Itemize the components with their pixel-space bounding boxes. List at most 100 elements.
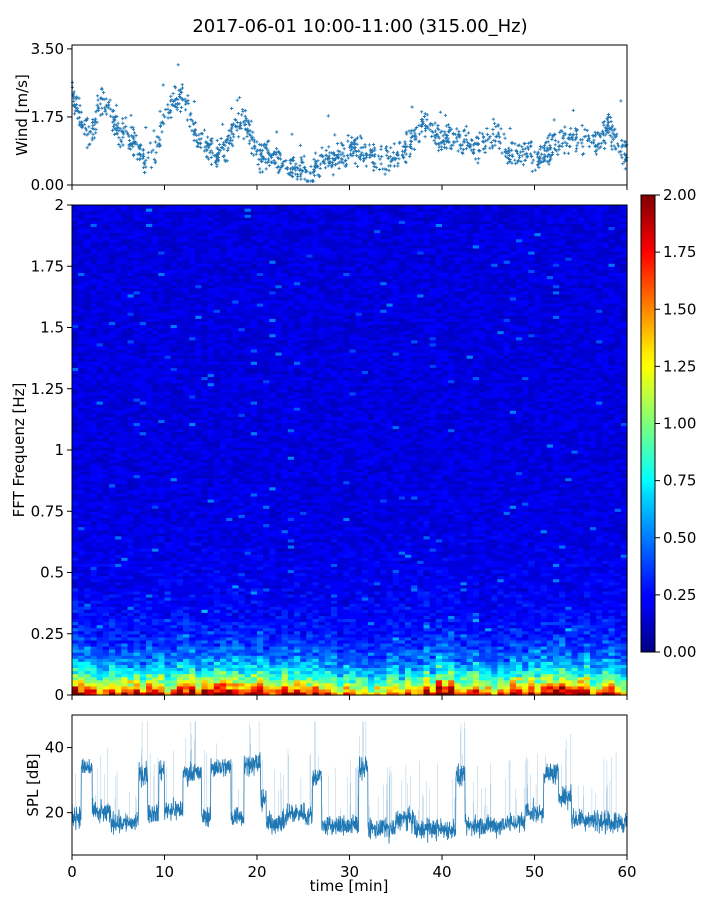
wind-point [269, 161, 273, 165]
wind-point [484, 144, 488, 148]
wind-point [521, 163, 525, 167]
wind-point [299, 156, 303, 160]
wind-point [166, 116, 170, 120]
wind-point [520, 154, 524, 158]
wind-point [107, 106, 111, 110]
wind-point [314, 151, 318, 155]
wind-point [110, 128, 115, 132]
wind-point [580, 141, 584, 145]
wind-point [431, 123, 435, 127]
wind-point [164, 107, 168, 112]
wind-point [290, 132, 294, 136]
wind-point [144, 125, 148, 130]
spectrogram-cell [115, 205, 122, 209]
wind-point [465, 143, 469, 147]
wind-point [158, 138, 162, 142]
wind-point [441, 134, 445, 138]
wind-point [346, 156, 350, 160]
wind-point [337, 166, 341, 170]
wind-point [423, 124, 428, 128]
wind-point [592, 141, 596, 145]
wind-point [494, 125, 498, 129]
wind-point [298, 164, 302, 168]
wind-point [533, 150, 537, 154]
wind-point [215, 162, 219, 166]
wind-point [377, 154, 381, 158]
wind-point [339, 153, 343, 157]
wind-point [185, 118, 189, 122]
wind-point [367, 143, 371, 147]
spectrogram-cell [109, 205, 116, 209]
spectrogram-heatmap [72, 205, 628, 696]
wind-point [184, 108, 188, 112]
wind-point [124, 124, 128, 128]
wind-point [333, 133, 337, 137]
wind-point [579, 138, 583, 142]
wind-point [117, 142, 121, 147]
wind-point [232, 135, 236, 139]
wind-point [309, 164, 313, 168]
wind-point [203, 145, 207, 149]
wind-point [78, 123, 82, 127]
wind-point [408, 152, 412, 156]
wind-point [115, 124, 119, 128]
wind-point [296, 172, 300, 176]
wind-point [231, 144, 235, 148]
wind-point [516, 158, 521, 162]
wind-point [387, 164, 391, 168]
wind-point [90, 138, 94, 142]
wind-panel: 0.001.753.50 Wind [m/s] [13, 40, 629, 194]
wind-point [449, 143, 453, 147]
wind-point [617, 150, 621, 154]
wind-point [346, 153, 350, 158]
wind-point [100, 106, 104, 110]
wind-point [448, 146, 452, 150]
wind-point [491, 127, 495, 132]
wind-point [158, 109, 162, 113]
wind-point [456, 149, 460, 153]
wind-point [574, 149, 578, 153]
wind-point [267, 164, 271, 168]
wind-point [237, 135, 241, 139]
wind-point [486, 138, 490, 142]
wind-point [255, 140, 259, 144]
wind-y-label: Wind [m/s] [13, 74, 31, 156]
wind-point [493, 139, 498, 143]
wind-point [189, 111, 193, 115]
wind-point [236, 120, 240, 125]
wind-point [425, 113, 429, 117]
wind-point [129, 147, 133, 151]
wind-point [615, 132, 619, 136]
wind-point [249, 151, 254, 155]
wind-point [610, 147, 614, 151]
wind-point [92, 136, 96, 140]
wind-point [129, 113, 133, 117]
wind-point [619, 99, 623, 103]
wind-point [341, 161, 345, 165]
wind-point [121, 135, 125, 139]
wind-point [610, 135, 614, 139]
wind-point [263, 142, 267, 146]
wind-point [131, 135, 135, 139]
wind-point [620, 145, 624, 149]
wind-point [423, 112, 427, 116]
wind-point [102, 91, 106, 95]
wind-point [258, 167, 262, 171]
wind-point [118, 145, 122, 149]
wind-point [352, 138, 356, 142]
wind-point [197, 133, 201, 137]
wind-point [526, 141, 530, 145]
wind-point [124, 116, 128, 120]
wind-point [510, 153, 514, 157]
wind-point [575, 147, 579, 151]
wind-point [148, 141, 152, 145]
wind-point [153, 140, 157, 144]
wind-scatter-points [70, 63, 629, 183]
wind-point [152, 129, 156, 133]
wind-point [433, 129, 438, 133]
wind-point [134, 140, 138, 144]
wind-point [389, 146, 393, 150]
wind-point [338, 150, 342, 154]
wind-point [528, 152, 533, 156]
wind-point [265, 140, 270, 144]
